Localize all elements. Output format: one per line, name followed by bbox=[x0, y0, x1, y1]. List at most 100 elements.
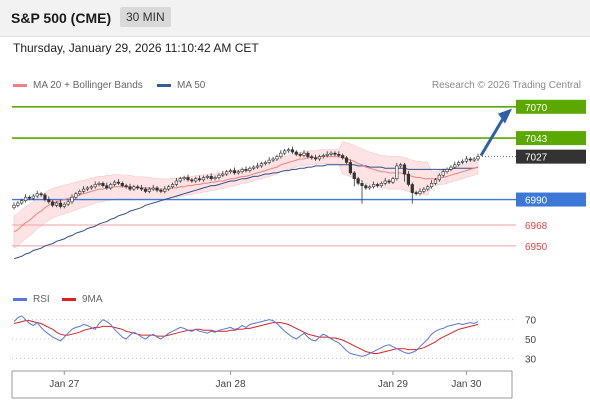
candle-body bbox=[310, 156, 314, 159]
candle-body bbox=[306, 152, 310, 157]
candle-body bbox=[267, 159, 271, 163]
rsi-tick-label-70: 70 bbox=[525, 316, 537, 327]
candle bbox=[16, 201, 20, 208]
candle bbox=[341, 153, 345, 160]
candle-body bbox=[375, 184, 380, 186]
candle bbox=[27, 195, 32, 201]
candle-body bbox=[240, 169, 244, 173]
candle-body bbox=[213, 177, 217, 179]
candle bbox=[248, 166, 252, 173]
candle bbox=[236, 169, 240, 175]
candle-body bbox=[124, 185, 128, 188]
ma50-swatch bbox=[157, 83, 171, 87]
candle-body bbox=[399, 164, 403, 167]
candle bbox=[460, 159, 465, 165]
candle-body bbox=[155, 187, 159, 191]
candle-body bbox=[445, 169, 449, 173]
candle-body bbox=[468, 158, 472, 161]
chart-header: S&P 500 (CME) 30 MIN bbox=[0, 0, 590, 37]
candle bbox=[112, 180, 117, 187]
candle-body bbox=[317, 156, 322, 160]
resistance-label-7043: 7043 bbox=[525, 134, 548, 145]
candle-body bbox=[449, 166, 453, 170]
candle bbox=[402, 162, 407, 182]
candle bbox=[85, 186, 90, 191]
candle-body bbox=[391, 178, 395, 183]
candle bbox=[383, 177, 387, 186]
9ma-swatch bbox=[62, 297, 76, 301]
target-label-6950: 6950 bbox=[525, 242, 548, 253]
legend-9ma: 9MA bbox=[62, 294, 103, 305]
candle bbox=[290, 146, 295, 154]
datetime-label: Thursday, January 29, 2026 11:10:42 AM C… bbox=[13, 41, 259, 55]
candle bbox=[321, 153, 325, 159]
candle bbox=[306, 151, 310, 159]
candle bbox=[437, 173, 441, 182]
candle bbox=[464, 155, 469, 164]
candle-body bbox=[263, 162, 267, 164]
candle bbox=[453, 161, 457, 169]
candle bbox=[39, 191, 43, 197]
candle bbox=[267, 157, 271, 165]
candle-body bbox=[371, 184, 376, 188]
candle bbox=[101, 181, 105, 188]
candle bbox=[371, 181, 376, 189]
candle bbox=[240, 167, 244, 174]
candle bbox=[375, 182, 380, 188]
candle-body bbox=[406, 173, 411, 185]
candle-body bbox=[201, 177, 206, 181]
legend-ma20: MA 20 + Bollinger Bands bbox=[13, 80, 143, 91]
candle bbox=[429, 180, 434, 189]
resistance-label-bg-7043 bbox=[516, 131, 586, 146]
candle-body bbox=[128, 186, 132, 190]
candle-body bbox=[101, 183, 105, 186]
candle-body bbox=[460, 160, 465, 163]
candle-body bbox=[16, 202, 20, 206]
candle bbox=[352, 171, 356, 187]
rsi-swatch bbox=[13, 297, 27, 301]
candle-body bbox=[383, 180, 387, 184]
candle-body bbox=[279, 152, 283, 157]
candle-body bbox=[252, 166, 256, 169]
candle-body bbox=[112, 181, 117, 185]
candle bbox=[140, 184, 144, 191]
candle-body bbox=[433, 179, 438, 184]
bollinger-band bbox=[13, 141, 479, 249]
candle-body bbox=[116, 181, 120, 184]
candle bbox=[317, 154, 322, 161]
candle bbox=[387, 179, 391, 185]
candle bbox=[217, 173, 221, 180]
x-axis: Jan 27 Jan 28 Jan 29 Jan 30 bbox=[11, 370, 513, 399]
candle-body bbox=[136, 186, 140, 189]
candle-body bbox=[170, 184, 175, 188]
candle bbox=[12, 202, 16, 210]
resistance-label-bg-7070 bbox=[516, 99, 586, 114]
candle-body bbox=[140, 187, 144, 190]
candle bbox=[74, 191, 78, 200]
candle bbox=[201, 175, 206, 182]
candle bbox=[51, 199, 55, 208]
ma50-line bbox=[13, 164, 479, 260]
candle-body bbox=[62, 203, 66, 207]
candle bbox=[379, 181, 383, 188]
candle-body bbox=[20, 200, 24, 204]
candle bbox=[468, 157, 472, 162]
candle bbox=[62, 202, 66, 209]
candle-body bbox=[105, 185, 109, 189]
timeframe-badge[interactable]: 30 MIN bbox=[120, 7, 171, 27]
rsi-tick-label-50: 50 bbox=[525, 335, 537, 346]
ma20-line bbox=[13, 156, 479, 233]
candle-body bbox=[402, 164, 407, 175]
candle bbox=[190, 177, 194, 183]
candle-body bbox=[410, 184, 414, 193]
candle-body bbox=[418, 191, 422, 195]
candle-body bbox=[151, 187, 155, 190]
candle-body bbox=[209, 176, 213, 179]
ma50-label: MA 50 bbox=[177, 80, 206, 91]
candle bbox=[93, 181, 97, 189]
candle-body bbox=[283, 150, 287, 154]
candle bbox=[457, 160, 461, 167]
candle bbox=[170, 182, 175, 189]
candle bbox=[151, 184, 155, 191]
candle bbox=[271, 157, 275, 162]
